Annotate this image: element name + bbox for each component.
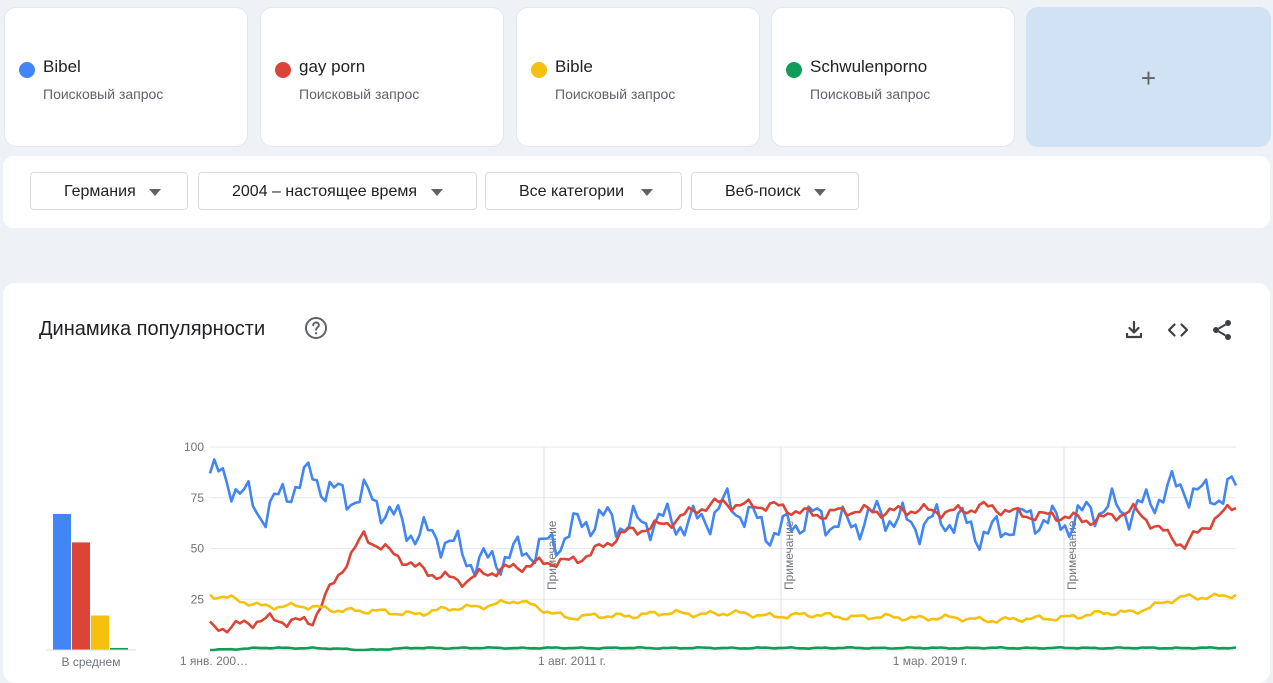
term-card-schwulenporno[interactable]: Schwulenporno Поисковый запрос — [771, 7, 1015, 147]
series-line-3 — [210, 645, 1237, 652]
y-tick-label: 100 — [184, 440, 204, 454]
term-name[interactable]: Bible — [555, 57, 593, 76]
term-name[interactable]: gay porn — [299, 57, 366, 76]
y-tick-label: 50 — [191, 542, 205, 556]
average-bar — [91, 615, 109, 650]
term-card-bible[interactable]: Bible Поисковый запрос — [516, 7, 760, 147]
y-tick-label: 75 — [191, 491, 205, 505]
category-label: Все категории — [519, 183, 625, 200]
search-type-label: Веб-поиск — [725, 183, 801, 200]
term-card-gay-porn[interactable]: gay porn Поисковый запрос — [260, 7, 504, 147]
term-color-dot — [275, 62, 291, 78]
average-bar — [110, 647, 128, 650]
term-card-bibel[interactable]: Bibel Поисковый запрос — [4, 7, 248, 147]
term-subtitle: Поисковый запрос — [810, 86, 931, 102]
add-term-button[interactable]: + — [1026, 7, 1271, 147]
term-color-dot — [786, 62, 802, 78]
region-dropdown[interactable]: Германия — [30, 172, 188, 210]
period-dropdown[interactable]: 2004 – настоящее время — [198, 172, 477, 210]
search-type-dropdown[interactable]: Веб-поиск — [691, 172, 859, 210]
chevron-down-icon — [641, 189, 653, 196]
x-tick-label: 1 авг. 2011 г. — [538, 654, 606, 668]
term-color-dot — [531, 62, 547, 78]
annotation-label: Примечание — [782, 520, 796, 590]
average-bar — [53, 513, 71, 650]
x-tick-label: 1 мар. 2019 г. — [893, 654, 968, 668]
filter-bar: Германия 2004 – настоящее время Все кате… — [3, 156, 1270, 228]
download-icon[interactable] — [1122, 318, 1146, 342]
period-label: 2004 – настоящее время — [232, 183, 418, 200]
share-icon[interactable] — [1210, 318, 1234, 342]
plus-icon: + — [1140, 63, 1157, 93]
y-tick-label: 25 — [191, 592, 205, 606]
averages-label: В среднем — [62, 655, 121, 669]
help-circle-icon[interactable] — [304, 316, 328, 340]
term-name[interactable]: Schwulenporno — [810, 57, 928, 76]
chevron-down-icon — [431, 189, 443, 196]
code-embed-icon[interactable] — [1166, 318, 1190, 342]
chevron-down-icon — [149, 189, 161, 196]
term-subtitle: Поисковый запрос — [43, 86, 164, 102]
series-line-0 — [208, 458, 1238, 578]
region-label: Германия — [64, 183, 136, 200]
category-dropdown[interactable]: Все категории — [485, 172, 682, 210]
term-color-dot — [19, 62, 35, 78]
term-subtitle: Поисковый запрос — [555, 86, 676, 102]
term-subtitle: Поисковый запрос — [299, 86, 420, 102]
term-name[interactable]: Bibel — [43, 57, 81, 76]
series-line-2 — [209, 592, 1237, 624]
x-tick-label: 1 янв. 200… — [180, 654, 248, 668]
chevron-down-icon — [814, 189, 826, 196]
average-bar — [72, 542, 90, 650]
panel-title: Динамика популярности — [39, 318, 266, 340]
series-line-1 — [209, 497, 1237, 634]
